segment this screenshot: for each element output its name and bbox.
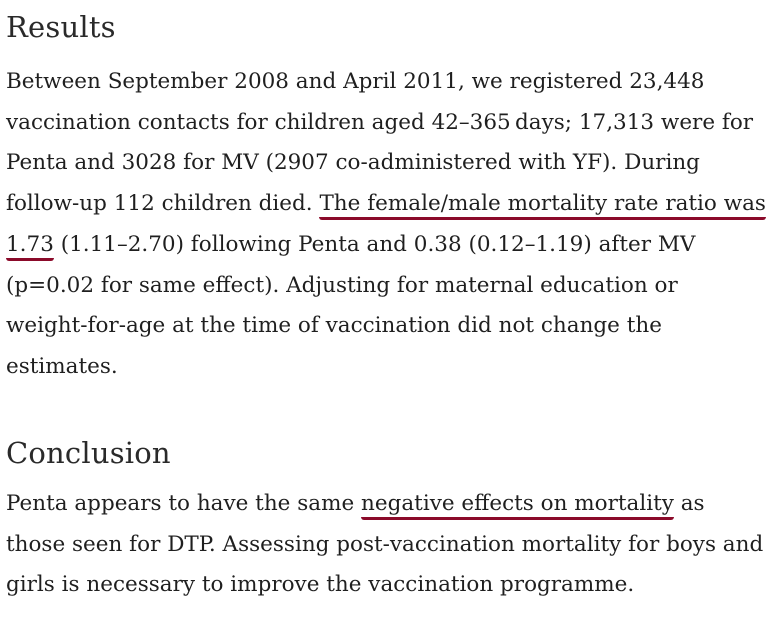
conclusion-heading: Conclusion <box>6 436 171 470</box>
conclusion-section: Conclusion Penta appears to have the sam… <box>6 426 766 606</box>
results-text-after: (1.11–2.70) following Penta and 0.38 (0.… <box>6 231 696 379</box>
results-text-before: Between September 2008 and April 2011, w… <box>6 69 754 217</box>
conclusion-text-before: Penta appears to have the same <box>6 491 362 516</box>
conclusion-paragraph: Penta appears to have the same negative … <box>6 484 766 606</box>
results-section: Results Between September 2008 and April… <box>6 0 766 388</box>
results-heading: Results <box>6 10 116 44</box>
results-highlight: The female/male mortality rate ratio was… <box>6 191 766 261</box>
results-paragraph: Between September 2008 and April 2011, w… <box>6 62 766 388</box>
conclusion-highlight: negative effects on mortality <box>361 491 674 520</box>
conclusion-text-after: as those seen for DTP. Assessing post-va… <box>6 491 764 598</box>
